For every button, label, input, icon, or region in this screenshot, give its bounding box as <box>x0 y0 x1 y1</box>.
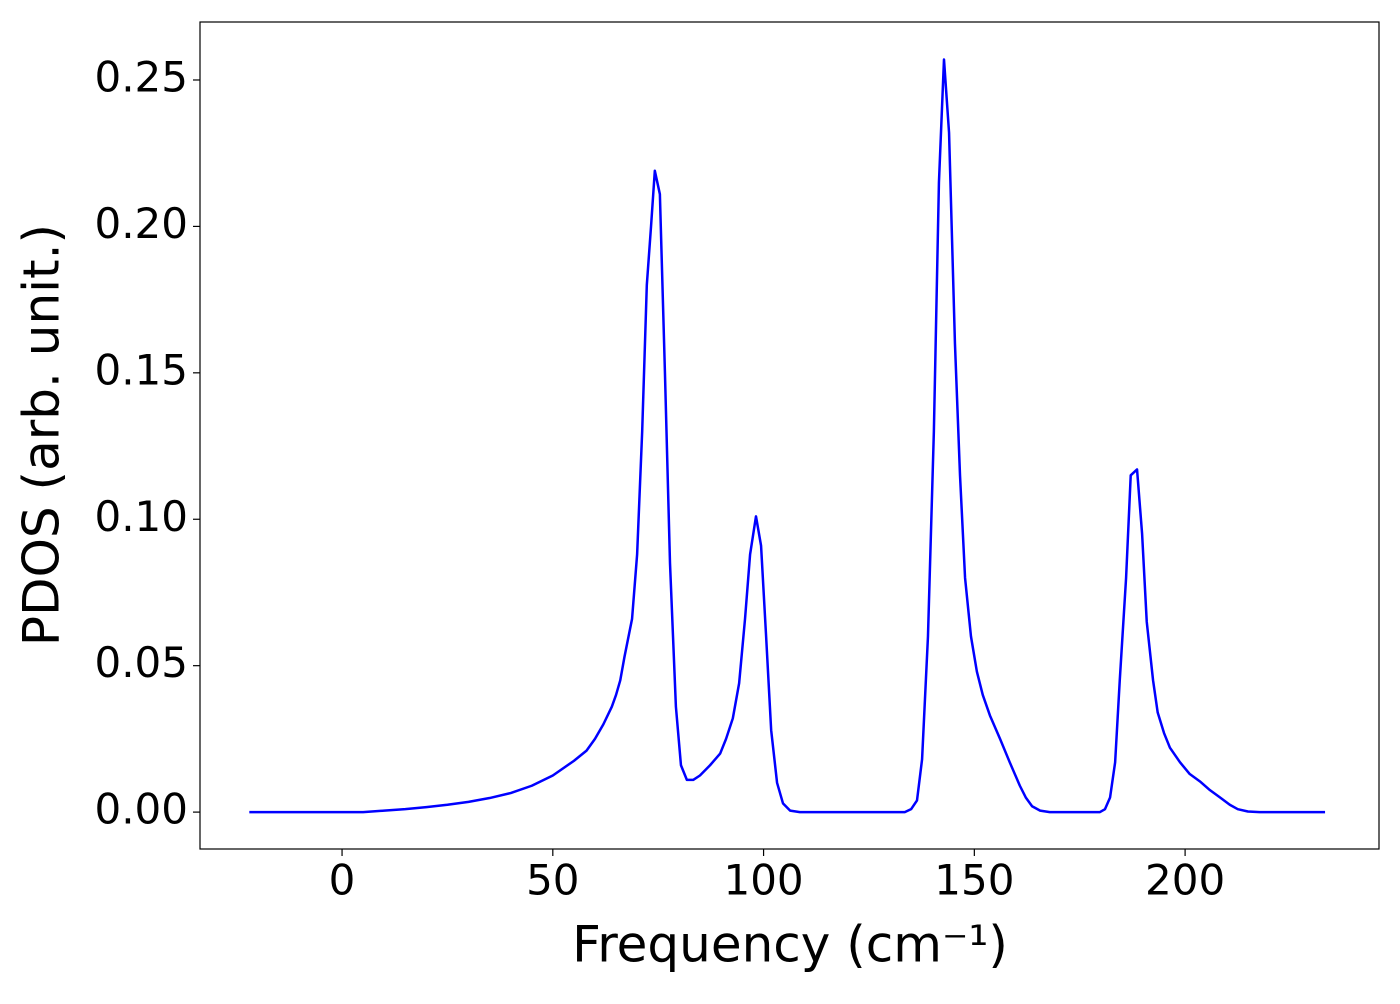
x-tick-label: 100 <box>723 856 803 905</box>
x-tick-label: 0 <box>329 856 356 905</box>
y-axis-label: PDOS (arb. unit.) <box>13 224 71 646</box>
y-tick-label: 0.15 <box>94 345 188 394</box>
data-line <box>249 58 1326 814</box>
y-tick-label: 0.00 <box>94 785 188 834</box>
x-axis-label: Frequency (cm⁻¹) <box>572 916 1008 974</box>
x-tick-label: 50 <box>526 856 579 905</box>
x-tick-label: 150 <box>934 856 1014 905</box>
plot-frame <box>199 21 1380 850</box>
y-tick-label: 0.10 <box>94 492 188 541</box>
y-tick-label: 0.05 <box>94 638 188 687</box>
y-tick-label: 0.25 <box>94 52 188 101</box>
y-tick-label: 0.20 <box>94 199 188 248</box>
x-tick-label: 200 <box>1145 856 1225 905</box>
